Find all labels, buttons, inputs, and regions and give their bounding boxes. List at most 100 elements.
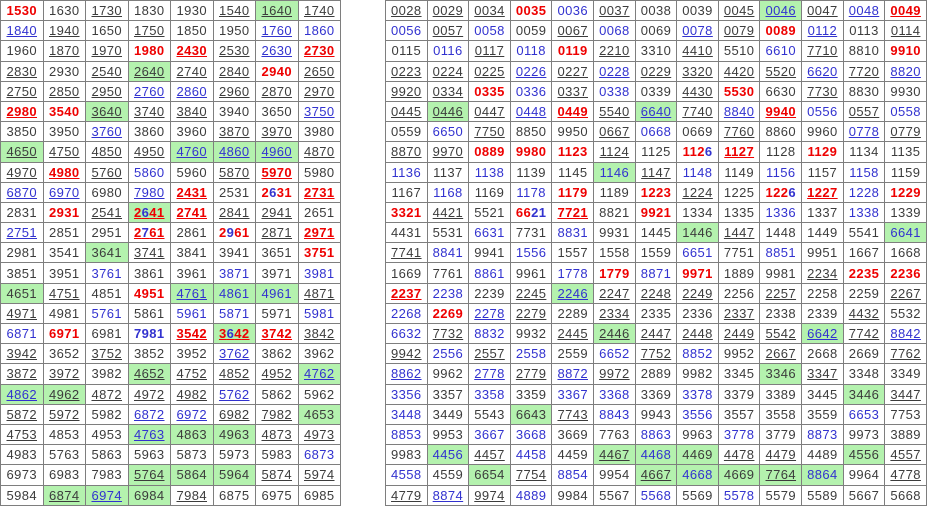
number-link-4751[interactable]: 4751 bbox=[42, 282, 86, 304]
number-link-6640[interactable]: 6640 bbox=[634, 100, 678, 123]
number-link-9972[interactable]: 9972 bbox=[593, 363, 636, 385]
number-link-4973[interactable]: 4973 bbox=[297, 423, 341, 446]
number-link-4960[interactable]: 4960 bbox=[255, 141, 299, 163]
number-link-4762[interactable]: 4762 bbox=[297, 363, 341, 385]
number-link-7732[interactable]: 7732 bbox=[426, 322, 470, 345]
number-link-4750[interactable]: 4750 bbox=[42, 141, 86, 163]
number-link-4870[interactable]: 4870 bbox=[297, 141, 341, 163]
number-link-4479[interactable]: 4479 bbox=[759, 444, 803, 466]
number-link-7762[interactable]: 7762 bbox=[884, 343, 927, 365]
number-link-3970[interactable]: 3970 bbox=[255, 121, 299, 143]
number-link-2234[interactable]: 2234 bbox=[801, 262, 844, 284]
number-link-2257[interactable]: 2257 bbox=[759, 282, 803, 304]
number-link-6642[interactable]: 6642 bbox=[801, 322, 844, 345]
number-link-2630[interactable]: 2630 bbox=[255, 40, 299, 62]
number-link-4862[interactable]: 4862 bbox=[0, 383, 44, 405]
number-link-4952[interactable]: 4952 bbox=[255, 363, 299, 385]
number-link-1970[interactable]: 1970 bbox=[85, 40, 129, 62]
number-link-2245[interactable]: 2245 bbox=[509, 282, 553, 304]
number-link-2960[interactable]: 2960 bbox=[212, 80, 256, 102]
number-link-2650[interactable]: 2650 bbox=[297, 60, 341, 82]
number-link-8842[interactable]: 8842 bbox=[884, 322, 927, 345]
number-link-4970[interactable]: 4970 bbox=[0, 161, 44, 183]
number-link-4982[interactable]: 4982 bbox=[170, 383, 214, 405]
number-link-4760[interactable]: 4760 bbox=[170, 141, 214, 163]
number-link-3742[interactable]: 3742 bbox=[255, 322, 299, 345]
number-link-3762[interactable]: 3762 bbox=[212, 343, 256, 365]
number-link-3320[interactable]: 3320 bbox=[676, 60, 719, 82]
number-link-7710[interactable]: 7710 bbox=[801, 40, 844, 62]
number-link-2870[interactable]: 2870 bbox=[255, 80, 299, 102]
number-link-4467[interactable]: 4467 bbox=[593, 444, 636, 466]
number-link-0114[interactable]: 0114 bbox=[884, 20, 927, 42]
number-link-7741[interactable]: 7741 bbox=[385, 242, 428, 264]
number-link-7982[interactable]: 7982 bbox=[255, 403, 299, 425]
number-link-2871[interactable]: 2871 bbox=[255, 222, 299, 244]
number-link-5762[interactable]: 5762 bbox=[212, 383, 256, 405]
number-link-2641[interactable]: 2641 bbox=[127, 201, 171, 224]
number-link-7980[interactable]: 7980 bbox=[127, 181, 171, 203]
number-link-1540[interactable]: 1540 bbox=[212, 0, 256, 22]
number-link-7984[interactable]: 7984 bbox=[170, 484, 214, 506]
number-link-4763[interactable]: 4763 bbox=[127, 423, 171, 446]
number-link-0117[interactable]: 0117 bbox=[468, 40, 511, 62]
number-link-1640[interactable]: 1640 bbox=[255, 0, 299, 22]
number-link-2740[interactable]: 2740 bbox=[170, 60, 214, 82]
number-link-5972[interactable]: 5972 bbox=[42, 403, 86, 425]
number-link-2667[interactable]: 2667 bbox=[759, 343, 803, 365]
number-link-0046[interactable]: 0046 bbox=[759, 0, 803, 22]
number-link-0228[interactable]: 0228 bbox=[593, 60, 636, 82]
number-link-0334[interactable]: 0334 bbox=[426, 80, 470, 102]
number-link-4852[interactable]: 4852 bbox=[212, 363, 256, 385]
number-link-7760[interactable]: 7760 bbox=[717, 121, 761, 143]
number-link-2337[interactable]: 2337 bbox=[717, 302, 761, 325]
number-link-4850[interactable]: 4850 bbox=[85, 141, 129, 163]
number-link-0449[interactable]: 0449 bbox=[551, 100, 595, 123]
number-link-0446[interactable]: 0446 bbox=[426, 100, 470, 123]
number-link-2334[interactable]: 2334 bbox=[593, 302, 636, 325]
number-link-3542[interactable]: 3542 bbox=[170, 322, 214, 345]
number-link-8872[interactable]: 8872 bbox=[551, 363, 595, 385]
number-link-2279[interactable]: 2279 bbox=[509, 302, 553, 325]
number-link-2278[interactable]: 2278 bbox=[468, 302, 511, 325]
number-link-1760[interactable]: 1760 bbox=[255, 20, 299, 42]
number-link-4421[interactable]: 4421 bbox=[426, 201, 470, 224]
number-link-2970[interactable]: 2970 bbox=[297, 80, 341, 102]
number-link-5872[interactable]: 5872 bbox=[0, 403, 44, 425]
number-link-4971[interactable]: 4971 bbox=[0, 302, 44, 325]
number-link-2980[interactable]: 2980 bbox=[0, 100, 44, 123]
number-link-7754[interactable]: 7754 bbox=[509, 464, 553, 486]
number-link-1127[interactable]: 1127 bbox=[717, 141, 761, 163]
number-link-2246[interactable]: 2246 bbox=[551, 282, 595, 304]
number-link-2761[interactable]: 2761 bbox=[127, 222, 171, 244]
number-link-0557[interactable]: 0557 bbox=[842, 100, 886, 123]
number-link-0226[interactable]: 0226 bbox=[509, 60, 553, 82]
number-link-2850[interactable]: 2850 bbox=[42, 80, 86, 102]
number-link-0445[interactable]: 0445 bbox=[385, 100, 428, 123]
number-link-1147[interactable]: 1147 bbox=[634, 161, 678, 183]
number-link-4778[interactable]: 4778 bbox=[884, 464, 927, 486]
number-link-1840[interactable]: 1840 bbox=[0, 20, 44, 42]
number-link-2530[interactable]: 2530 bbox=[212, 40, 256, 62]
number-link-1224[interactable]: 1224 bbox=[676, 181, 719, 203]
number-link-2941[interactable]: 2941 bbox=[255, 201, 299, 224]
number-link-0447[interactable]: 0447 bbox=[468, 100, 511, 123]
number-link-2730[interactable]: 2730 bbox=[297, 40, 341, 62]
number-link-9942[interactable]: 9942 bbox=[385, 343, 428, 365]
number-link-5970[interactable]: 5970 bbox=[255, 161, 299, 183]
number-link-8862[interactable]: 8862 bbox=[385, 363, 428, 385]
number-link-6970[interactable]: 6970 bbox=[42, 181, 86, 203]
number-link-3842[interactable]: 3842 bbox=[297, 322, 341, 345]
number-link-5974[interactable]: 5974 bbox=[297, 464, 341, 486]
number-link-0078[interactable]: 0078 bbox=[676, 20, 719, 42]
number-link-2237[interactable]: 2237 bbox=[385, 282, 428, 304]
number-link-2447[interactable]: 2447 bbox=[634, 322, 678, 345]
number-link-2750[interactable]: 2750 bbox=[0, 80, 44, 102]
number-link-3741[interactable]: 3741 bbox=[127, 242, 171, 264]
number-link-0227[interactable]: 0227 bbox=[551, 60, 595, 82]
number-link-2557[interactable]: 2557 bbox=[468, 343, 511, 365]
number-link-0047[interactable]: 0047 bbox=[801, 0, 844, 22]
number-link-5540[interactable]: 5540 bbox=[593, 100, 636, 123]
number-link-0223[interactable]: 0223 bbox=[385, 60, 428, 82]
number-link-4478[interactable]: 4478 bbox=[717, 444, 761, 466]
